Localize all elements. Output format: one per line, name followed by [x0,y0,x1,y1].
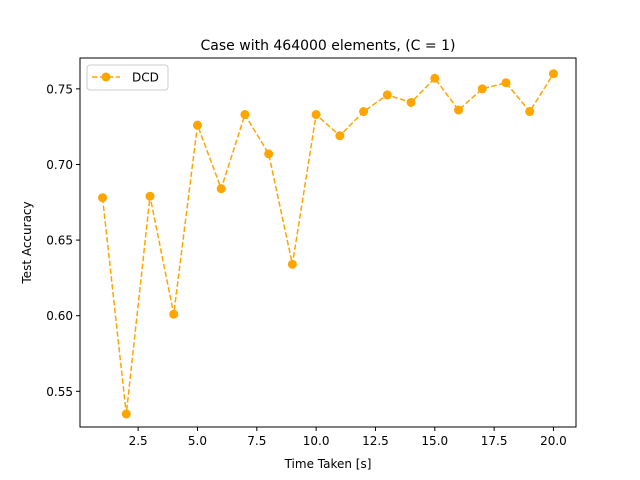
x-tick-label: 2.5 [129,434,148,448]
data-point [311,110,321,120]
chart-title: Case with 464000 elements, (C = 1) [201,38,456,54]
x-tick-label: 20.0 [540,434,567,448]
data-point [169,309,179,319]
y-tick-label: 0.75 [46,82,73,96]
data-point [382,90,392,100]
data-point [454,105,464,115]
y-axis-label: Test Accuracy [20,201,34,284]
data-point [406,97,416,107]
y-axis: 0.55 0.60 0.65 0.70 0.75 [46,82,80,399]
data-point [335,131,345,141]
y-tick-label: 0.55 [46,385,73,399]
x-tick-label: 7.5 [247,434,266,448]
legend-marker-swatch [101,72,111,82]
data-point [192,120,202,130]
data-point [145,191,155,201]
data-point [359,107,369,117]
x-axis-label: Time Taken [s] [284,457,372,471]
x-tick-label: 15.0 [421,434,448,448]
data-point [477,84,487,94]
x-tick-label: 10.0 [303,434,330,448]
x-axis: 2.5 5.0 7.5 10.0 12.5 15.0 17.5 20.0 [129,427,567,448]
data-point [525,107,535,117]
legend: DCD [86,64,169,91]
x-tick-label: 5.0 [188,434,207,448]
y-tick-label: 0.65 [46,234,73,248]
data-point [501,78,511,88]
series-line-dcd [101,73,555,415]
data-point [287,259,297,269]
legend-label: DCD [132,71,159,85]
plot-area [98,69,558,419]
data-point [430,73,440,83]
data-point [98,193,108,203]
x-tick-label: 17.5 [481,434,508,448]
x-tick-label: 12.5 [362,434,389,448]
legend-box [86,64,169,91]
y-tick-label: 0.70 [46,158,73,172]
y-tick-label: 0.60 [46,309,73,323]
data-point [548,69,558,79]
data-point [264,149,274,159]
data-point [216,184,226,194]
data-point [240,110,250,120]
axes-frame [79,57,577,428]
data-point [121,409,131,419]
